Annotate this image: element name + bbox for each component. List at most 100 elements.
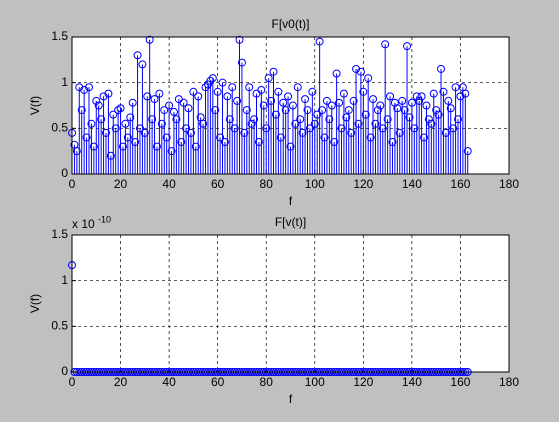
stem-marker	[393, 104, 402, 113]
stem	[320, 133, 329, 174]
stem	[97, 115, 106, 174]
stem-marker	[279, 98, 288, 107]
stem	[123, 133, 132, 174]
stem-marker	[410, 124, 419, 133]
stem	[427, 119, 436, 174]
stem-marker	[330, 138, 339, 147]
stem	[347, 128, 356, 174]
stem-marker	[135, 124, 144, 133]
x-tick-label: 120	[353, 177, 373, 191]
stem-marker	[344, 106, 353, 115]
stem-marker	[126, 113, 135, 122]
stem	[177, 138, 186, 174]
stem-marker	[189, 87, 198, 96]
stem-marker	[449, 124, 458, 133]
stem-marker	[230, 124, 239, 133]
stem-marker	[148, 115, 157, 124]
stem	[281, 106, 290, 174]
stem-marker	[422, 101, 431, 110]
stem	[269, 67, 278, 174]
x-tick-label: 160	[450, 375, 470, 389]
stem	[208, 74, 217, 174]
stem	[155, 89, 164, 174]
stem	[332, 69, 341, 174]
axes-border	[71, 36, 510, 175]
stem-marker	[424, 115, 433, 124]
stem-marker	[155, 89, 164, 98]
x-tick-label: 160	[450, 177, 470, 191]
stem-marker	[291, 119, 300, 128]
stem-marker	[143, 92, 152, 101]
stem-marker	[208, 74, 217, 83]
stem-marker	[339, 89, 348, 98]
stem	[121, 119, 130, 174]
stem	[157, 119, 166, 174]
stem-marker	[114, 106, 123, 115]
stem	[420, 133, 429, 174]
y-axis-label: V(f)	[28, 294, 42, 313]
stem-marker	[303, 106, 312, 115]
stem	[230, 124, 239, 174]
x-tick-label: 80	[260, 177, 274, 191]
stem	[82, 133, 91, 174]
stem-marker	[80, 85, 89, 94]
y-tick-label: 0	[61, 364, 68, 378]
stem	[274, 87, 283, 174]
stem	[259, 101, 268, 174]
stem-marker	[427, 119, 436, 128]
stem	[364, 74, 373, 174]
x-tick-label: 60	[211, 177, 225, 191]
stem-marker	[444, 96, 453, 105]
stem	[456, 92, 465, 174]
stem	[424, 115, 433, 174]
stem	[165, 101, 174, 174]
stem-marker	[420, 133, 429, 142]
y-tick-label: 1	[61, 273, 68, 287]
stem-marker	[463, 147, 472, 156]
stem-marker	[101, 128, 110, 137]
stem	[439, 87, 448, 174]
stem	[225, 115, 234, 174]
stem-marker	[434, 110, 443, 119]
stem-marker	[298, 128, 307, 137]
stem-marker	[327, 101, 336, 110]
stem-marker	[118, 142, 127, 151]
stem	[415, 96, 424, 174]
x-tick-label: 0	[69, 177, 76, 191]
stem-marker	[182, 124, 191, 133]
stem	[194, 92, 203, 174]
stem-marker	[342, 113, 351, 122]
stem	[77, 106, 86, 174]
stem	[89, 142, 98, 174]
stem	[167, 147, 176, 174]
stem-marker	[322, 96, 331, 105]
stem-marker	[259, 101, 268, 110]
stem	[257, 85, 266, 174]
stem	[383, 115, 392, 174]
stem-marker	[92, 96, 101, 105]
stem-marker	[167, 147, 176, 156]
stem-marker	[454, 115, 463, 124]
stem-marker	[162, 133, 171, 142]
stem	[437, 64, 446, 174]
stem-marker	[337, 124, 346, 133]
stem	[104, 89, 113, 174]
stem-marker	[349, 96, 358, 105]
stem	[381, 40, 390, 174]
stem	[446, 104, 455, 174]
stem	[106, 151, 115, 174]
axes-border	[71, 234, 510, 373]
stem	[284, 92, 293, 174]
stem-marker	[417, 92, 426, 101]
stem-marker	[364, 74, 373, 83]
stem-marker	[284, 92, 293, 101]
stem	[386, 92, 395, 174]
stem-marker	[225, 115, 234, 124]
stem-marker	[247, 119, 256, 128]
stem	[313, 110, 322, 174]
stem-marker	[206, 76, 215, 85]
stem-marker	[160, 106, 169, 115]
stem-marker	[237, 58, 246, 67]
stem-marker	[133, 51, 142, 60]
stem	[145, 35, 154, 174]
